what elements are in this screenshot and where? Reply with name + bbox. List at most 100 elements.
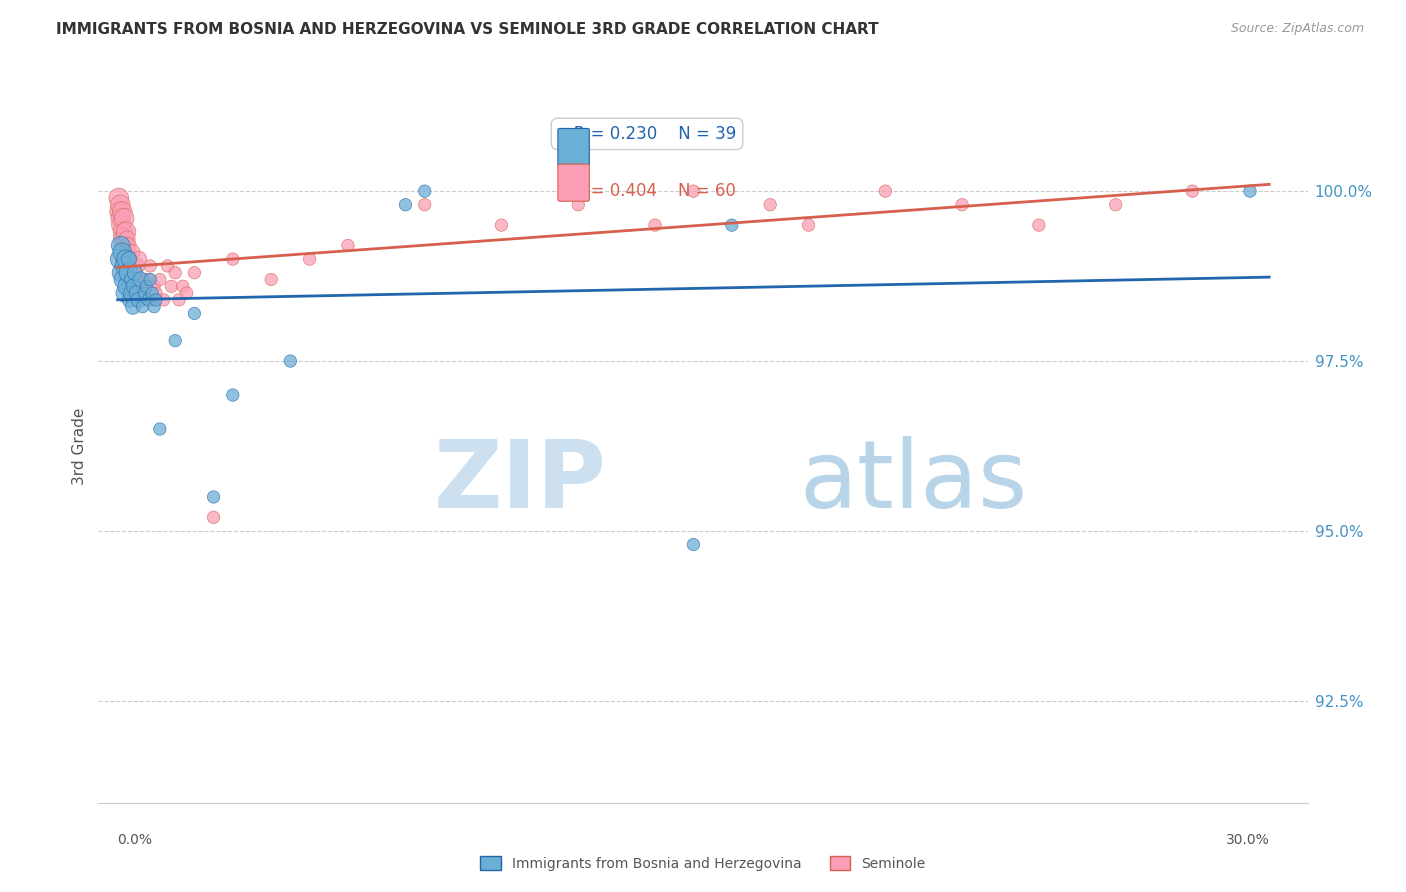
Point (117, 252, 139, 266)
Point (1028, 218, 1050, 232)
Point (394, 198, 416, 212)
Point (114, 252, 136, 266)
Point (172, 279, 194, 293)
Point (122, 300, 145, 314)
Point (759, 198, 782, 212)
Point (298, 252, 321, 266)
Point (110, 198, 132, 212)
Point (110, 211, 132, 226)
Point (118, 272, 141, 286)
Point (136, 293, 159, 307)
Point (136, 272, 159, 286)
Point (222, 252, 245, 266)
Point (124, 272, 146, 286)
Text: ZIP: ZIP (433, 435, 606, 528)
Point (114, 259, 136, 273)
Point (125, 286, 148, 301)
Point (145, 293, 167, 307)
Point (222, 388, 245, 402)
Point (125, 259, 148, 273)
Point (115, 232, 138, 246)
Point (115, 245, 138, 260)
Point (112, 232, 135, 246)
Y-axis label: 3rd Grade: 3rd Grade (72, 408, 87, 484)
Point (121, 272, 143, 286)
Point (122, 259, 145, 273)
Point (128, 252, 150, 266)
Point (139, 259, 162, 273)
Text: R = 0.404    N = 60: R = 0.404 N = 60 (558, 182, 735, 200)
Point (797, 218, 820, 232)
Point (165, 334, 187, 348)
Point (124, 266, 146, 280)
Point (134, 286, 156, 301)
Point (117, 266, 139, 280)
Point (156, 259, 179, 273)
Point (129, 272, 152, 286)
Point (1181, 184, 1204, 198)
Point (1104, 198, 1126, 212)
Point (120, 286, 142, 301)
Point (183, 306, 205, 320)
Point (143, 279, 166, 293)
Point (1239, 184, 1261, 198)
Point (110, 238, 132, 252)
Point (135, 279, 157, 293)
Point (682, 537, 704, 551)
Point (112, 272, 135, 286)
Point (280, 354, 302, 368)
Point (111, 245, 134, 260)
Point (160, 279, 183, 293)
Point (145, 286, 167, 301)
Text: IMMIGRANTS FROM BOSNIA AND HERZEGOVINA VS SEMINOLE 3RD GRADE CORRELATION CHART: IMMIGRANTS FROM BOSNIA AND HERZEGOVINA V… (56, 22, 879, 37)
Point (413, 184, 436, 198)
Legend: Immigrants from Bosnia and Herzegovina, Seminole: Immigrants from Bosnia and Herzegovina, … (475, 850, 931, 876)
Point (115, 252, 138, 266)
Point (143, 300, 166, 314)
FancyBboxPatch shape (558, 128, 589, 166)
Point (115, 279, 138, 293)
Point (120, 266, 142, 280)
Point (720, 218, 742, 232)
Point (141, 293, 163, 307)
Point (167, 293, 190, 307)
Point (135, 286, 157, 301)
Point (131, 300, 153, 314)
Point (111, 204, 134, 219)
Text: atlas: atlas (800, 435, 1028, 528)
Point (118, 293, 141, 307)
Point (176, 286, 198, 301)
Point (260, 272, 283, 286)
Point (128, 293, 150, 307)
Point (644, 218, 666, 232)
Point (108, 204, 131, 219)
Point (183, 266, 205, 280)
Text: R = 0.230    N = 39: R = 0.230 N = 39 (558, 125, 737, 143)
Text: 0.0%: 0.0% (118, 833, 153, 847)
Point (121, 245, 143, 260)
Point (202, 490, 225, 504)
Point (118, 252, 141, 266)
Point (112, 211, 135, 226)
Point (567, 198, 589, 212)
Point (875, 184, 897, 198)
Point (117, 238, 139, 252)
Point (131, 293, 153, 307)
Point (149, 272, 172, 286)
FancyBboxPatch shape (558, 164, 589, 202)
Point (122, 286, 145, 301)
Point (114, 286, 136, 301)
Point (107, 191, 129, 205)
Point (149, 422, 172, 436)
Point (129, 279, 152, 293)
Text: Source: ZipAtlas.com: Source: ZipAtlas.com (1230, 22, 1364, 36)
Text: 30.0%: 30.0% (1226, 833, 1270, 847)
Point (491, 218, 513, 232)
Point (110, 266, 132, 280)
Point (413, 198, 436, 212)
Point (152, 293, 174, 307)
Point (122, 279, 145, 293)
Point (141, 286, 163, 301)
Point (134, 272, 156, 286)
Point (139, 272, 162, 286)
